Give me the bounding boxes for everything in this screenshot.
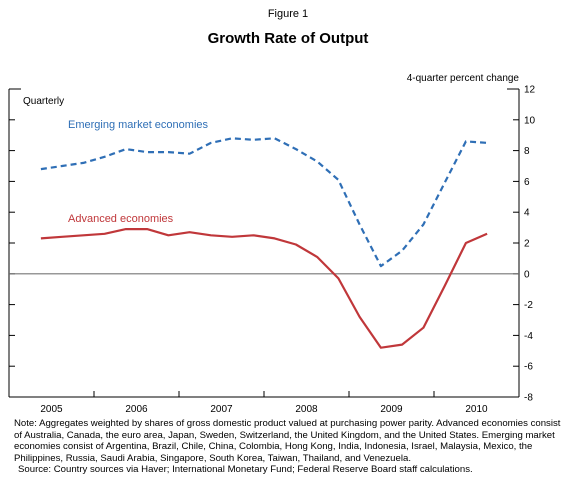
y-tick-label: -2 [524,300,533,311]
chart-title: Growth Rate of Output [207,30,369,47]
y-tick-label: 2 [524,239,530,250]
y-tick-label: 6 [524,177,530,188]
x-tick-label: 2009 [380,404,403,415]
y-tick-label: -8 [524,393,533,404]
y-tick-label: 10 [524,115,536,126]
x-tick-label: 2005 [40,404,63,415]
y-tick-label: 12 [524,85,536,96]
source-text: Source: Country sources via Haver; Inter… [18,464,473,476]
figure-label: Figure 1 [267,8,309,20]
x-tick-label: 2007 [210,404,233,415]
x-tick-label: 2008 [295,404,318,415]
series-label: Advanced economies [68,213,174,225]
series-line-emerging [40,137,488,268]
note-text: Note: Aggregates weighted by shares of g… [14,418,561,464]
y-axis-label: 4-quarter percent change [407,73,520,84]
frequency-label: Quarterly [23,96,64,107]
y-tick-label: -4 [524,331,533,342]
y-tick-label: 0 [524,269,530,280]
notes-block: Note: Aggregates weighted by shares of g… [14,418,566,476]
x-tick-label: 2010 [465,404,488,415]
y-tick-label: 8 [524,146,530,157]
y-tick-label: 4 [524,208,530,219]
series-line-advanced [40,228,488,349]
series-label: Emerging market economies [68,119,209,131]
y-tick-label: -6 [524,362,533,373]
x-tick-label: 2006 [125,404,148,415]
